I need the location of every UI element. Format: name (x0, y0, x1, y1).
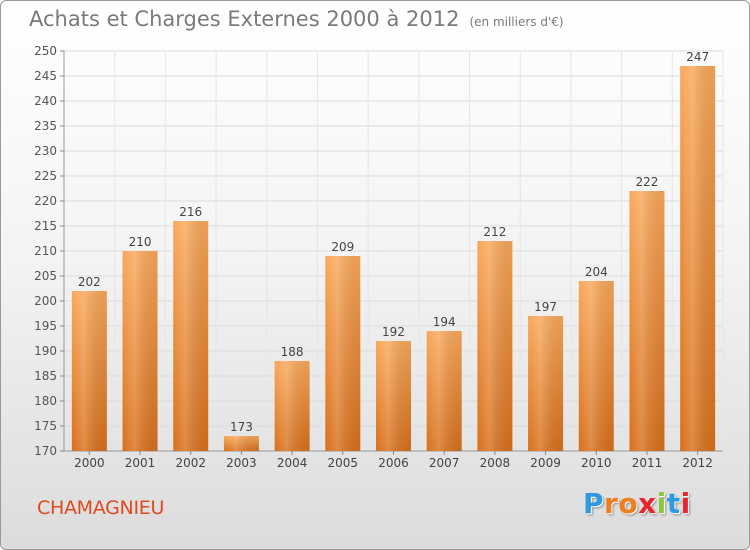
y-tick-label: 210 (34, 244, 57, 258)
bar-shine (477, 241, 513, 451)
bar-shine (71, 291, 107, 451)
logo-letter: x (638, 487, 657, 520)
bars (71, 66, 716, 451)
chart-title: Achats et Charges Externes 2000 à 2012 (e… (29, 7, 564, 31)
data-label: 210 (129, 235, 152, 249)
bar-shine (528, 316, 564, 451)
bar-shine (680, 66, 716, 451)
y-tick-label: 245 (34, 69, 57, 83)
bar-shine (578, 281, 614, 451)
logo-letter: r (604, 487, 619, 520)
bar-shine (629, 191, 665, 451)
y-tick-label: 195 (34, 319, 57, 333)
bar-shine (173, 221, 209, 451)
y-tick-label: 215 (34, 219, 57, 233)
x-tick-label: 2008 (480, 456, 511, 470)
y-tick-label: 220 (34, 194, 57, 208)
y-tick-label: 180 (34, 394, 57, 408)
data-label: 197 (534, 300, 557, 314)
data-label: 222 (636, 175, 659, 189)
bar-shine (325, 256, 361, 451)
chart-unit-note: (en milliers d'€) (469, 15, 564, 29)
y-tick-label: 170 (34, 444, 57, 458)
x-tick-label: 2005 (328, 456, 359, 470)
y-tick-label: 205 (34, 269, 57, 283)
x-tick-label: 2003 (226, 456, 257, 470)
y-tick-label: 175 (34, 419, 57, 433)
data-label: 192 (382, 325, 405, 339)
y-tick-label: 240 (34, 94, 57, 108)
y-tick-label: 190 (34, 344, 57, 358)
bar-chart: 170 175 180 185 190 195 200 205 210 215 220 225 230 2… (34, 44, 724, 470)
logo-letter: o (618, 487, 639, 520)
x-tick-label: 2009 (530, 456, 561, 470)
x-tick-label: 2000 (74, 456, 105, 470)
data-label: 247 (686, 50, 709, 64)
bar-shine (223, 436, 259, 451)
y-tick-label: 185 (34, 369, 57, 383)
x-tick-label: 2002 (175, 456, 206, 470)
data-label: 212 (483, 225, 506, 239)
y-tick-label: 250 (34, 44, 57, 58)
data-label: 209 (331, 240, 354, 254)
x-tick-label: 2011 (632, 456, 663, 470)
bar-shine (426, 331, 462, 451)
logo-letter: P (583, 487, 605, 520)
x-tick-label: 2010 (581, 456, 612, 470)
y-tick-label: 235 (34, 119, 57, 133)
x-tick-label: 2006 (378, 456, 409, 470)
x-tick-label: 2001 (125, 456, 156, 470)
bar-shine (376, 341, 411, 451)
bar-shine (122, 251, 158, 451)
x-tick-label: 2012 (682, 456, 713, 470)
logo-letter: i (656, 487, 667, 520)
data-label: 216 (179, 205, 202, 219)
x-tick-label: 2007 (429, 456, 460, 470)
data-label: 173 (230, 420, 253, 434)
y-tick-label: 200 (34, 294, 57, 308)
data-label: 204 (585, 265, 608, 279)
data-labels: 202 210 216 173 188 209 192 194 212 197 204 222 247 (78, 50, 709, 434)
logo-letter: t (666, 487, 681, 520)
proxiti-logo: Proxiti (583, 487, 691, 520)
x-tick-label: 2004 (277, 456, 308, 470)
chart-title-text: Achats et Charges Externes 2000 à 2012 (29, 7, 460, 31)
place-name: CHAMAGNIEU (37, 497, 165, 519)
data-label: 194 (433, 315, 456, 329)
bar-shine (274, 361, 310, 451)
axes: 170 175 180 185 190 195 200 205 210 215 220 225 230 2… (34, 44, 723, 470)
y-tick-label: 230 (34, 144, 57, 158)
data-label: 188 (281, 345, 304, 359)
data-label: 202 (78, 275, 101, 289)
logo-letter: i (680, 487, 691, 520)
y-tick-label: 225 (34, 169, 57, 183)
